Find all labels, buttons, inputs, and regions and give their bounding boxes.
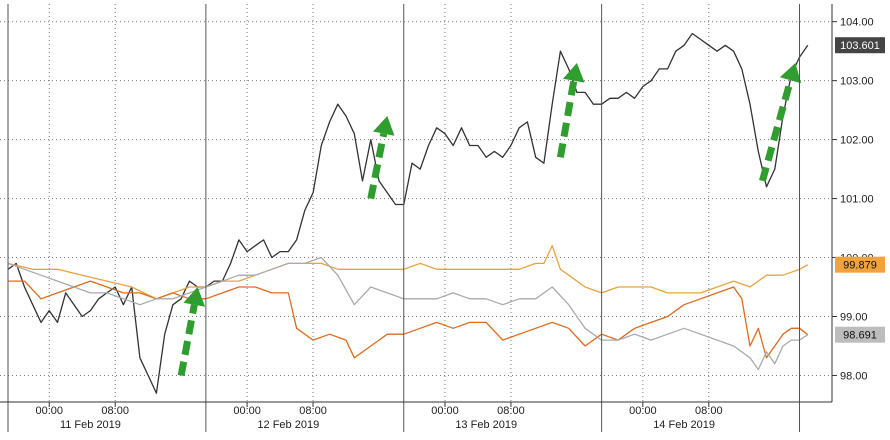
arrow-head-2 <box>563 63 585 83</box>
y-tick-label: 99.00 <box>840 312 868 324</box>
annotation-arrows <box>177 63 802 377</box>
series-lines <box>7 32 809 394</box>
x-tick-label: 08:00 <box>695 405 723 417</box>
last-value-tag-bg <box>835 326 885 343</box>
x-date-label: 14 Feb 2019 <box>653 419 715 431</box>
x-date-label: 13 Feb 2019 <box>455 419 517 431</box>
last-value-tag: 103.601 <box>840 40 880 52</box>
y-tick-label: 101.00 <box>840 194 874 206</box>
x-tick-label: 00:00 <box>35 405 63 417</box>
arrow-shaft-3 <box>759 79 794 182</box>
x-tick-label: 00:00 <box>233 405 261 417</box>
x-date-label: 11 Feb 2019 <box>60 419 121 431</box>
x-tick-label: 08:00 <box>299 405 327 417</box>
arrow-shaft-2 <box>556 80 578 158</box>
last-value-tag-bg <box>835 256 885 273</box>
arrow-head-1 <box>373 116 395 136</box>
last-value-tag: 98.691 <box>843 330 877 342</box>
last-value-tag: 99.879 <box>843 260 877 272</box>
y-tick-label: 98.00 <box>840 370 868 382</box>
axes: 98.0099.00100.00101.00102.00103.00104.00… <box>0 4 874 432</box>
arrow-head-0 <box>183 287 206 307</box>
x-tick-label: 08:00 <box>497 405 525 417</box>
x-tick-label: 08:00 <box>101 405 129 417</box>
x-tick-label: 00:00 <box>431 405 459 417</box>
arrow-shaft-1 <box>367 132 388 200</box>
y-tick-label: 104.00 <box>840 17 874 29</box>
grid <box>0 4 832 402</box>
arrow-head-3 <box>779 63 802 84</box>
last-value-tags: 103.601 99.879 98.691 <box>835 37 885 343</box>
last-value-tag-bg <box>835 37 885 54</box>
series-line-0 <box>7 32 809 394</box>
x-tick-label: 00:00 <box>629 405 657 417</box>
series-line-3 <box>7 256 809 371</box>
x-date-label: 12 Feb 2019 <box>257 419 319 431</box>
y-tick-label: 102.00 <box>840 135 874 147</box>
series-line-1 <box>7 245 809 300</box>
y-tick-label: 103.00 <box>840 76 874 88</box>
arrow-shaft-0 <box>177 304 198 377</box>
